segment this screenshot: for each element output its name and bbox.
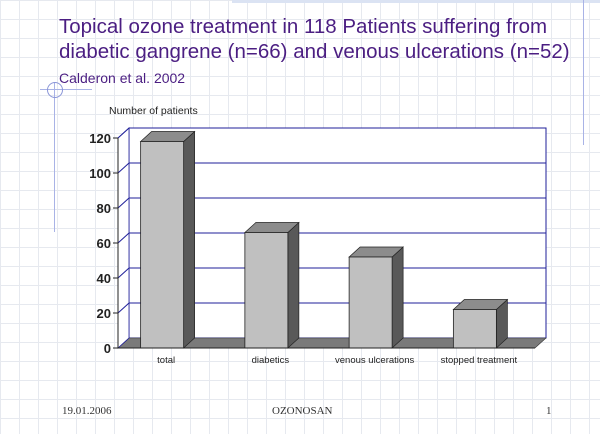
x-category-label: total	[157, 355, 175, 366]
decor-circle	[47, 82, 63, 98]
y-axis-title: Number of patients	[109, 105, 198, 117]
slide-title: Topical ozone treatment in 118 Patients …	[59, 14, 579, 91]
slide-title-main: Topical ozone treatment in 118 Patients …	[59, 15, 570, 63]
y-tick-label: 60	[97, 236, 111, 251]
x-category-label: diabetics	[252, 355, 290, 366]
x-category-label: stopped treatment	[441, 355, 518, 366]
y-tick-label: 80	[97, 201, 111, 216]
footer-title: OZONOSAN	[272, 405, 333, 417]
decor-horizontal-line	[40, 89, 92, 90]
top-accent-band	[232, 0, 600, 3]
y-tick-label: 20	[97, 306, 111, 321]
y-tick-label: 40	[97, 271, 111, 286]
y-tick-label: 100	[89, 166, 111, 181]
decor-vertical-line-left	[54, 82, 55, 232]
bar	[452, 309, 497, 349]
gridline-diagonal	[117, 302, 130, 314]
bar-side	[391, 246, 404, 349]
gridline-diagonal	[117, 197, 130, 209]
bar	[140, 141, 185, 349]
y-tick-label: 0	[104, 341, 111, 356]
bar	[348, 256, 393, 349]
slide-title-reference: Calderon et al. 2002	[59, 70, 186, 86]
y-tick-label: 120	[89, 131, 111, 146]
bar-side	[183, 130, 195, 349]
gridline-diagonal	[117, 267, 130, 279]
x-category-label: venous ulcerations	[335, 355, 414, 366]
gridline-diagonal	[117, 127, 130, 139]
footer-page-number: 1	[546, 405, 552, 417]
decor-vertical-line-right	[583, 0, 584, 145]
gridline-diagonal	[117, 232, 130, 244]
gridline-diagonal	[117, 162, 130, 174]
bar	[244, 232, 289, 349]
bar-side	[287, 221, 300, 349]
footer-date: 19.01.2006	[62, 405, 112, 417]
